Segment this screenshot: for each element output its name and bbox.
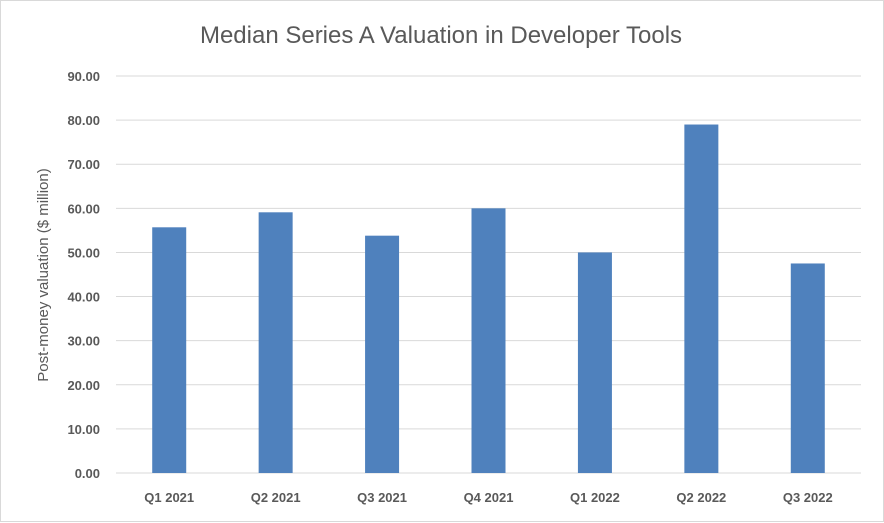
y-tick-label: 0.00 (75, 466, 100, 481)
bar (152, 227, 187, 473)
x-tick-label: Q2 2022 (676, 490, 726, 505)
y-tick-label: 10.00 (67, 422, 100, 437)
x-tick-label: Q1 2022 (570, 490, 620, 505)
y-tick-label: 60.00 (67, 201, 100, 216)
bar (684, 124, 719, 474)
y-tick-label: 50.00 (67, 245, 100, 260)
bar (577, 252, 612, 473)
y-tick-label: 20.00 (67, 378, 100, 393)
x-tick-label: Q3 2021 (357, 490, 407, 505)
x-tick-label: Q1 2021 (144, 490, 194, 505)
bars (152, 124, 825, 474)
y-tick-labels: 0.00 10.00 20.00 30.00 40.00 50.00 60.00 70.00 8… (67, 69, 100, 481)
x-tick-label: Q2 2021 (251, 490, 301, 505)
y-axis-label: Post-money valuation ($ million) (35, 168, 52, 381)
x-tick-label: Q3 2022 (783, 490, 833, 505)
y-tick-label: 80.00 (67, 113, 100, 128)
y-tick-label: 90.00 (67, 69, 100, 84)
x-tick-labels: Q1 2021 Q2 2021 Q3 2021 Q4 2021 Q1 2022 Q2 20… (144, 490, 832, 505)
y-tick-label: 70.00 (67, 157, 100, 172)
y-tick-label: 30.00 (67, 334, 100, 349)
x-tick-label: Q4 2021 (464, 490, 514, 505)
bar (258, 212, 293, 473)
chart-title: Median Series A Valuation in Developer T… (200, 22, 682, 49)
y-tick-label: 40.00 (67, 290, 100, 305)
bar (790, 263, 825, 473)
bar (365, 235, 400, 473)
bar (471, 208, 506, 474)
